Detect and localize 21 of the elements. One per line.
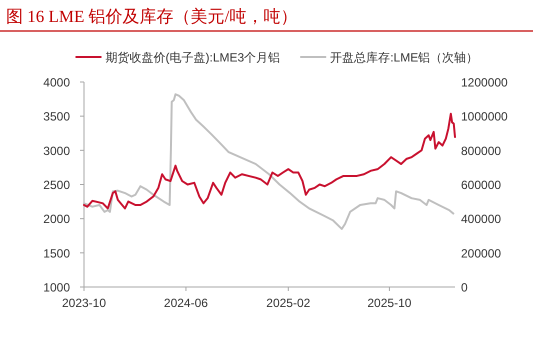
x-tick-label: 2023-10 (62, 296, 106, 310)
x-tick-label: 2025-10 (367, 296, 412, 310)
y-tick-label: 2500 (43, 178, 70, 192)
legend-label: 期货收盘价(电子盘):LME3个月铝 (106, 50, 280, 64)
legend-label: 开盘总库存:LME铝（次轴） (330, 50, 478, 64)
y2-tick-label: 200000 (461, 246, 502, 260)
y-tick-label: 3000 (43, 144, 70, 158)
y-tick-label: 2000 (43, 212, 70, 226)
x-tick-label: 2024-06 (164, 296, 208, 310)
y-tick-label: 4000 (43, 76, 70, 90)
y-tick-label: 1000 (43, 280, 70, 294)
y-tick-label: 1500 (43, 246, 70, 260)
y2-tick-label: 600000 (461, 178, 502, 192)
chart-title: 图 16 LME 铝价及库存（美元/吨，吨） (6, 7, 298, 26)
y2-tick-label: 0 (461, 280, 468, 294)
y2-tick-label: 400000 (461, 212, 502, 226)
y2-tick-label: 1000000 (461, 110, 508, 124)
x-tick-label: 2025-02 (266, 296, 311, 310)
y2-tick-label: 800000 (461, 144, 502, 158)
y2-tick-label: 1200000 (461, 76, 508, 90)
y-tick-label: 3500 (43, 110, 70, 124)
